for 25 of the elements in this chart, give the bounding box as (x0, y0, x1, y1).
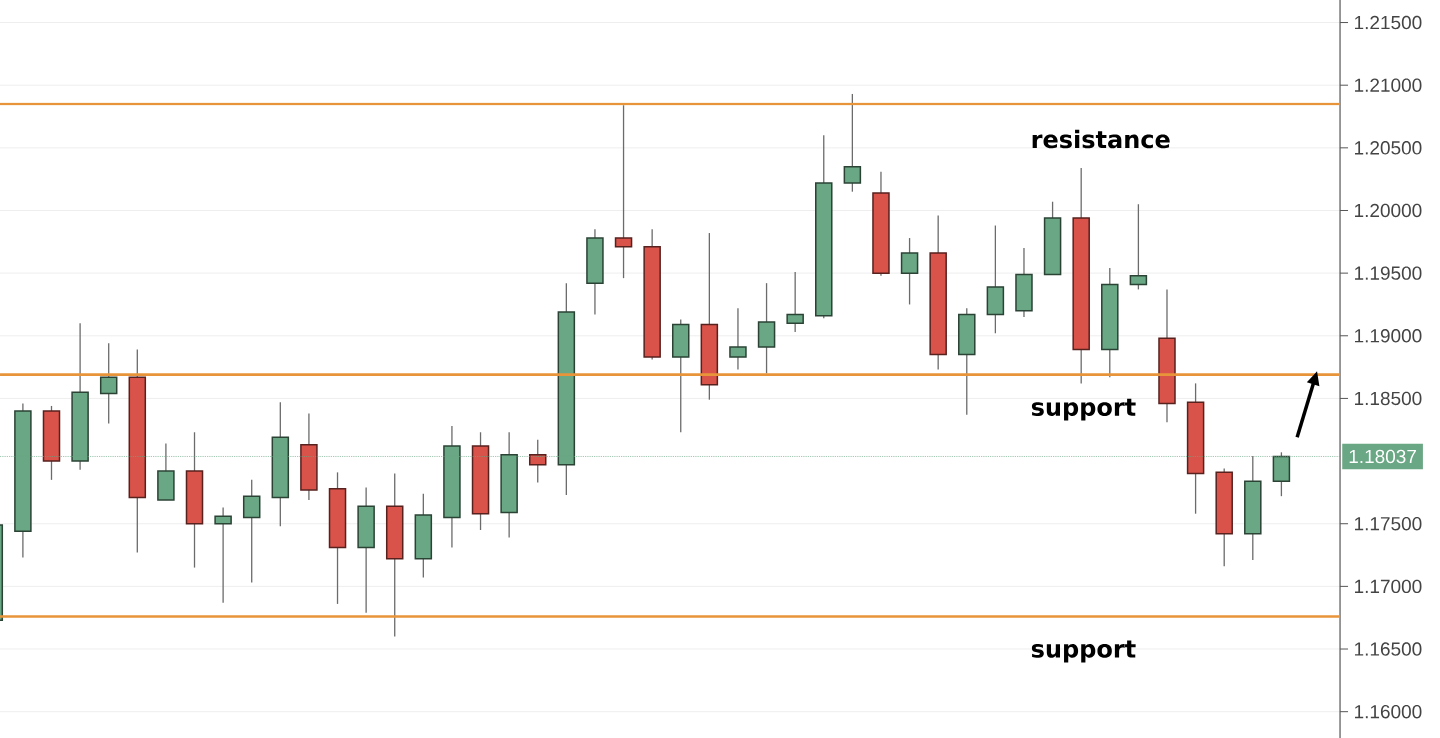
candlestick (214, 506, 232, 604)
ref-line-label: support (1031, 640, 1136, 663)
candlestick (242, 479, 261, 584)
y-tick-label: 1.21500 (1355, 15, 1422, 30)
candlestick (900, 237, 919, 306)
y-tick-label: 1.20000 (1355, 203, 1422, 218)
candlestick (528, 439, 547, 484)
y-tick-label: 1.21000 (1355, 78, 1422, 92)
y-tick-label: 1.20500 (1355, 141, 1422, 155)
y-tick-label: 1.19000 (1355, 329, 1422, 343)
candlestick (1129, 203, 1148, 291)
candlestick (614, 104, 633, 279)
ref-line-label: resistance (1032, 129, 1170, 149)
y-tick-label: 1.16000 (1355, 704, 1422, 719)
ref-line-label: support (1031, 398, 1136, 421)
y-tick-label: 1.19500 (1355, 266, 1422, 280)
candlestick (729, 307, 747, 371)
y-tick-label: 1.16500 (1355, 642, 1422, 656)
candlestick (786, 271, 804, 333)
candlestick (843, 93, 862, 193)
y-tick-label: 1.17000 (1355, 579, 1422, 594)
ref-line-label: 1.18037 (1349, 449, 1416, 464)
candlestick (99, 342, 118, 425)
y-tick-label: 1.18500 (1355, 391, 1422, 406)
y-tick-label: 1.17500 (1355, 517, 1422, 531)
